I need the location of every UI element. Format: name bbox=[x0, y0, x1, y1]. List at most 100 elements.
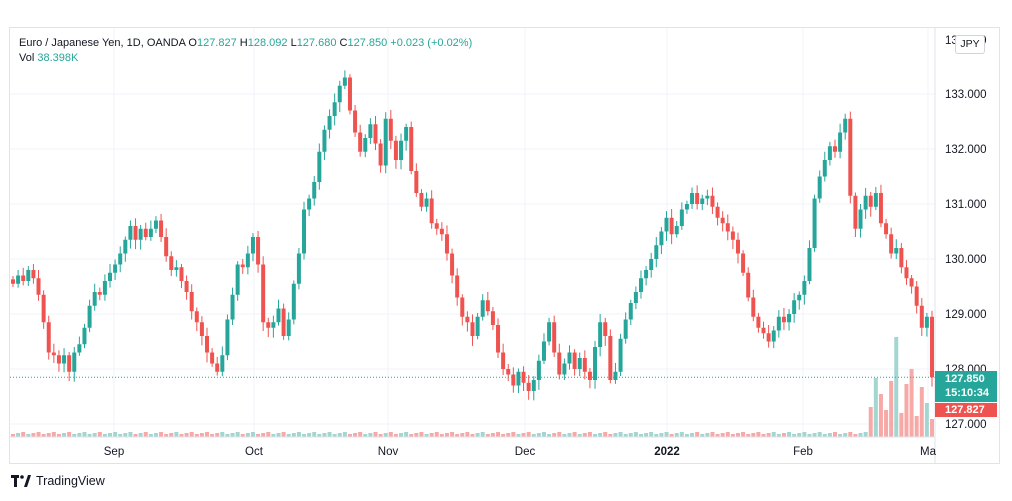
candle-body bbox=[455, 275, 460, 298]
candle-body bbox=[511, 374, 516, 386]
candle-body bbox=[378, 143, 383, 166]
candle-body bbox=[894, 248, 899, 254]
candle-body bbox=[909, 278, 914, 287]
candle-body bbox=[480, 300, 485, 317]
volume-bar bbox=[501, 434, 506, 437]
candle-body bbox=[567, 352, 572, 364]
candle-body bbox=[501, 352, 506, 369]
candles bbox=[11, 70, 934, 401]
volume-bar bbox=[531, 434, 536, 437]
price-tick-label: 131.000 bbox=[945, 199, 987, 211]
candle-body bbox=[919, 305, 924, 328]
volume-bar bbox=[205, 432, 210, 437]
volume-bar bbox=[363, 434, 368, 437]
candle-body bbox=[838, 132, 843, 152]
volume-bar bbox=[848, 432, 853, 437]
volume-bar bbox=[138, 433, 143, 437]
volume-bar bbox=[281, 432, 286, 437]
candle-body bbox=[598, 322, 603, 347]
volume-bar bbox=[322, 433, 327, 437]
low-label: L bbox=[290, 37, 297, 49]
high-label: H bbox=[239, 37, 248, 49]
volume-bar bbox=[843, 433, 848, 437]
volume-bar bbox=[618, 432, 623, 437]
candle-body bbox=[531, 380, 536, 391]
candle-body bbox=[67, 355, 72, 372]
candle-body bbox=[470, 322, 475, 336]
volume-bar bbox=[475, 433, 480, 437]
candle-body bbox=[904, 267, 909, 279]
volume-bar bbox=[511, 432, 516, 437]
chart-frame[interactable] bbox=[9, 27, 1000, 464]
volume-bar bbox=[506, 433, 511, 437]
volume-bar bbox=[914, 416, 919, 437]
volume-legend: Vol 38.398K bbox=[19, 52, 78, 64]
time-axis-label: Sep bbox=[104, 446, 124, 458]
candle-body bbox=[11, 279, 15, 284]
volume-bar bbox=[342, 432, 347, 437]
candle-body bbox=[235, 264, 240, 295]
candle-body bbox=[31, 270, 36, 279]
candle-body bbox=[36, 278, 41, 295]
close-value: 127.850 bbox=[347, 37, 388, 49]
volume-bar bbox=[700, 434, 705, 437]
volume-bar bbox=[623, 434, 628, 437]
volume-bar bbox=[230, 433, 235, 437]
candle-body bbox=[649, 259, 654, 270]
volume-bar bbox=[368, 433, 373, 437]
volume-bar bbox=[291, 433, 296, 437]
candle-body bbox=[332, 102, 337, 116]
candle-body bbox=[393, 140, 398, 160]
symbol-legend: Euro / Japanese Yen, 1D, OANDA O127.827 … bbox=[19, 36, 472, 51]
volume-bar bbox=[373, 432, 378, 437]
volume-bar bbox=[756, 432, 761, 437]
candle-body bbox=[41, 294, 46, 323]
volume-bar bbox=[894, 337, 899, 437]
volume-bar bbox=[490, 433, 495, 437]
candle-body bbox=[388, 118, 393, 141]
candle-body bbox=[439, 228, 444, 235]
candle-body bbox=[924, 316, 929, 328]
volume-bar bbox=[266, 432, 271, 437]
currency-button[interactable]: JPY bbox=[955, 35, 985, 54]
volume-bar bbox=[31, 433, 36, 437]
volume-bar bbox=[67, 432, 72, 437]
candle-body bbox=[87, 305, 92, 328]
volume-bar bbox=[307, 433, 312, 437]
volume-bar bbox=[593, 434, 598, 437]
time-axis-label: Dec bbox=[515, 446, 536, 458]
candle-body bbox=[250, 237, 255, 254]
tradingview-branding[interactable]: TradingView bbox=[11, 474, 105, 488]
price-tick-label: 130.000 bbox=[945, 254, 987, 266]
candle-body bbox=[266, 322, 271, 328]
volume-bar bbox=[256, 434, 261, 437]
volume-bar bbox=[669, 434, 674, 437]
volume-bar bbox=[393, 434, 398, 437]
candle-body bbox=[153, 220, 158, 229]
candle-body bbox=[654, 245, 659, 259]
candle-body bbox=[123, 239, 128, 254]
candle-body bbox=[174, 267, 179, 270]
volume-bar bbox=[924, 403, 929, 437]
price-tick-label: 133.000 bbox=[945, 89, 987, 101]
volume-bar bbox=[419, 432, 424, 437]
volume-bar bbox=[414, 433, 419, 437]
volume-bar bbox=[919, 387, 924, 437]
candle-body bbox=[843, 118, 848, 133]
volume-bar bbox=[644, 433, 649, 437]
candle-body bbox=[245, 253, 250, 268]
volume-bar bbox=[868, 407, 873, 437]
candle-body bbox=[261, 264, 266, 323]
volume-bar bbox=[526, 432, 531, 437]
candle-body bbox=[526, 382, 531, 391]
candle-body bbox=[327, 116, 332, 130]
volume-bar bbox=[930, 419, 934, 437]
candle-body bbox=[618, 338, 623, 372]
symbol-title: Euro / Japanese Yen, 1D, OANDA bbox=[19, 37, 186, 49]
open-label: O bbox=[188, 37, 197, 49]
change-value: +0.023 (+0.02%) bbox=[390, 37, 473, 49]
candle-body bbox=[853, 195, 858, 229]
volume-bar bbox=[684, 434, 689, 437]
candle-body bbox=[256, 237, 261, 265]
